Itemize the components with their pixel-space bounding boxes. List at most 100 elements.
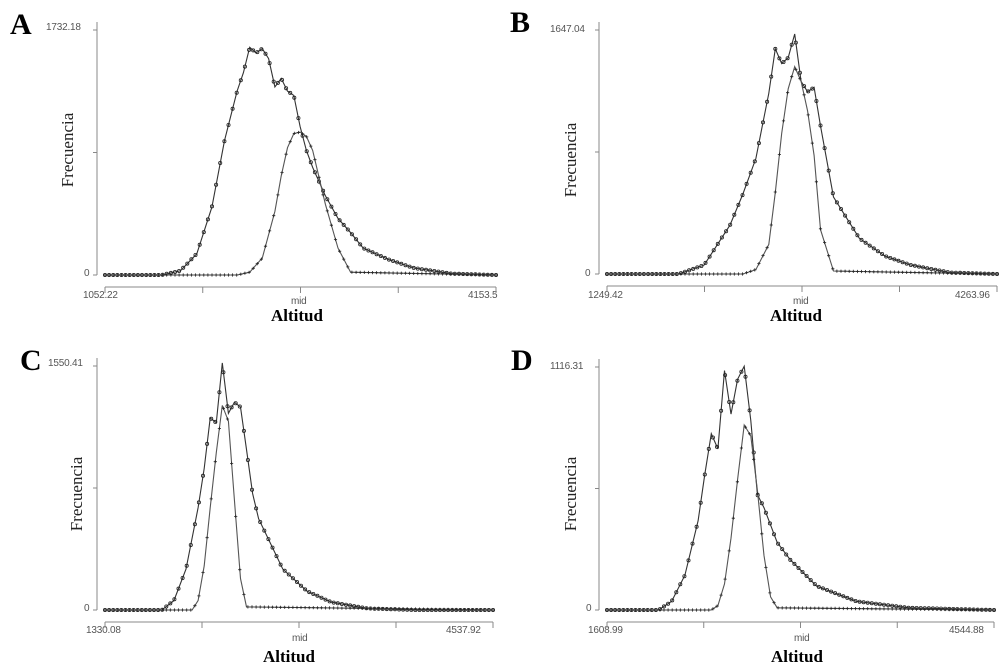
series-2-point-20 [185,608,189,612]
series-1-point-23 [699,263,704,268]
series-1-point-22 [192,522,197,527]
series-1-point-23 [196,500,201,505]
series-2-point-92 [482,273,486,277]
series-2-point-90 [471,608,475,612]
series-2-point-30 [728,272,732,276]
series-2-point-92 [983,272,987,276]
series-2-point-80 [430,607,434,611]
series-2-point-17 [675,272,679,276]
series-2-point-33 [239,272,243,276]
series-2-point-85 [450,607,454,612]
series-2-point-0 [103,608,107,612]
series-1-point-59 [845,595,850,600]
series-2-point-35 [749,269,753,273]
series-2-point-22 [193,604,197,608]
series-1-point-32 [736,202,741,207]
series-2-point-67 [880,270,884,274]
series-2-point-69 [387,271,391,275]
series-2-point-20 [686,608,691,612]
series-1-point-29 [723,373,728,378]
series-2-point-56 [835,269,839,273]
series-2-point-39 [262,605,266,609]
series-2-point-54 [323,606,328,610]
series-2-point-28 [217,426,221,431]
series-2-point-48 [299,605,303,610]
series-2-point-94 [490,273,494,277]
series-1-point-40 [267,61,272,66]
series-1-point-41 [271,79,276,84]
series-2-point-12 [152,273,156,277]
series-2-point-7 [633,608,638,612]
series-2-point-49 [806,113,810,117]
series-1-point-45 [789,42,794,47]
series-2-point-26 [711,607,715,611]
series-2-point-6 [630,272,634,276]
series-1-point-76 [415,266,420,271]
series-1-point-69 [888,255,893,260]
series-2-point-92 [479,608,483,612]
series-2-point-79 [929,271,933,275]
series-line-2 [105,405,494,611]
series-2-point-89 [466,608,471,612]
series-1-point-36 [251,48,256,53]
series-2-point-77 [417,607,422,611]
series-1-point-38 [259,47,264,52]
series-2-point-63 [864,270,868,274]
series-1-point-46 [793,40,798,45]
series-1-point-30 [225,404,230,409]
series-1-point-36 [752,159,757,164]
series-1-point-45 [286,572,291,577]
series-2-point-44 [786,91,790,95]
series-2-point-45 [287,605,291,609]
x-mid-tick-a: mid [291,296,307,307]
series-2-point-76 [917,271,921,275]
series-2-point-79 [428,272,432,276]
series-1-point-54 [824,587,829,592]
series-2-point-14 [662,608,666,612]
series-1-point-47 [296,116,301,121]
series-2-point-21 [189,273,193,277]
series-2-point-0 [605,608,609,612]
series-2-point-63 [862,607,866,611]
series-2-point-25 [205,536,209,540]
series-1-point-33 [238,78,243,83]
series-2-point-37 [254,605,258,609]
series-1-point-40 [767,521,772,526]
series-1-point-21 [690,541,695,546]
series-2-point-55 [329,223,333,227]
series-2-point-72 [898,607,902,611]
series-2-point-10 [646,272,650,276]
chart-panel-b: B 1647.04 0 Frecuencia 1249.42 mid 4263.… [502,0,1004,333]
series-1-point-27 [214,182,219,187]
series-1-point-22 [694,524,699,529]
series-2-point-17 [172,608,176,612]
series-2-point-21 [189,608,193,612]
series-1-point-35 [245,458,250,463]
series-2-point-86 [958,271,962,275]
series-1-point-30 [727,400,732,405]
series-2-point-19 [682,608,686,612]
series-1-point-26 [710,435,715,440]
series-2-point-59 [346,265,350,269]
series-1-point-63 [362,246,367,251]
series-2-point-17 [173,273,177,277]
series-2-point-6 [127,608,132,612]
series-1-point-53 [820,586,825,591]
series-2-point-18 [177,273,181,277]
series-2-point-30 [727,549,731,553]
series-1-point-28 [217,390,222,395]
series-2-point-39 [765,246,769,250]
series-2-point-26 [210,273,214,277]
series-1-point-20 [184,563,189,568]
series-1-point-52 [816,584,821,589]
series-1-point-64 [366,248,371,253]
series-2-point-57 [338,249,342,253]
series-2-point-10 [646,608,650,612]
series-2-point-32 [735,480,739,484]
series-2-point-11 [148,608,152,612]
series-2-point-42 [276,193,280,197]
series-2-point-9 [642,272,646,276]
series-2-point-90 [974,272,979,276]
series-1-point-24 [201,230,206,235]
series-line-1 [607,364,995,611]
